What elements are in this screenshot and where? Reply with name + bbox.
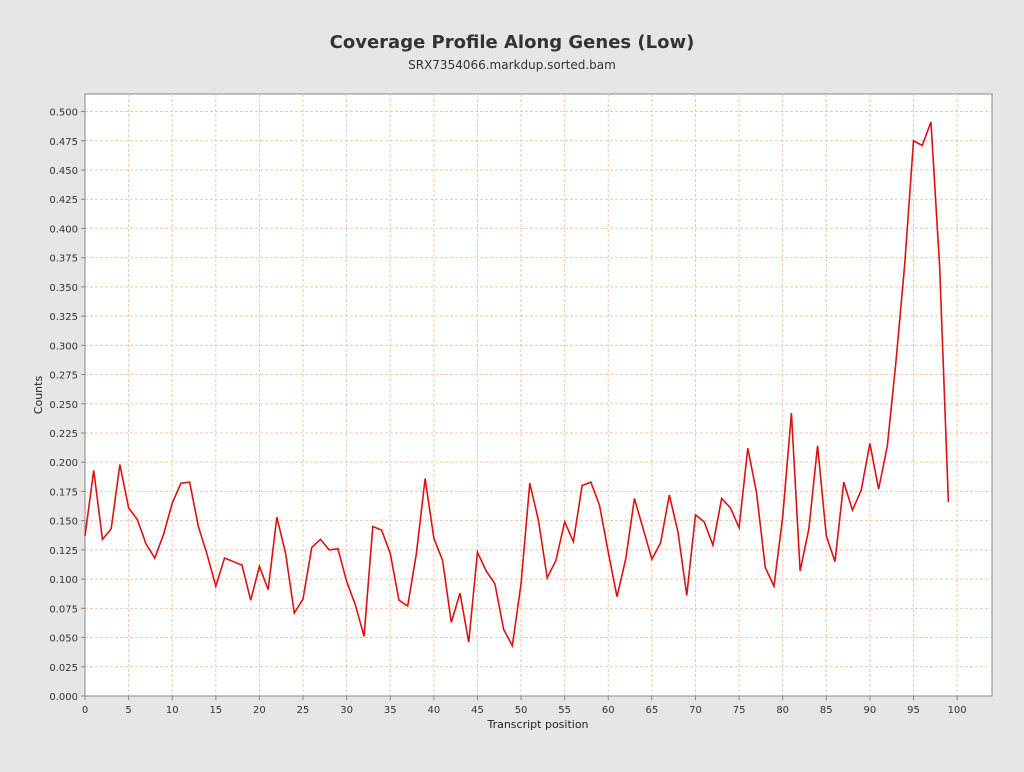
y-tick-label: 0.050	[49, 634, 78, 645]
y-tick-label: 0.475	[49, 137, 78, 148]
x-tick-label: 45	[471, 705, 484, 716]
x-tick-label: 65	[646, 705, 659, 716]
x-tick-label: 15	[209, 705, 222, 716]
grid	[84, 94, 992, 697]
y-tick-label: 0.200	[49, 458, 78, 469]
chart-title: Coverage Profile Along Genes (Low)	[330, 32, 695, 53]
x-tick-label: 100	[948, 705, 967, 716]
y-tick-label: 0.100	[49, 575, 78, 586]
x-tick-label: 95	[907, 705, 920, 716]
y-tick-label: 0.000	[49, 692, 78, 703]
y-tick-label: 0.500	[49, 108, 78, 119]
y-tick-label: 0.150	[49, 517, 78, 528]
y-tick-label: 0.250	[49, 400, 78, 411]
y-tick-label: 0.400	[49, 224, 78, 235]
y-tick-label: 0.275	[49, 371, 78, 382]
x-tick-label: 55	[558, 705, 571, 716]
x-axis-label: Transcript position	[486, 718, 588, 731]
y-tick-label: 0.025	[49, 663, 78, 674]
x-tick-label: 5	[125, 705, 131, 716]
x-tick-label: 30	[340, 705, 353, 716]
x-tick-label: 0	[82, 705, 88, 716]
x-tick-label: 80	[776, 705, 789, 716]
y-axis-label: Counts	[32, 376, 45, 415]
x-tick-label: 90	[864, 705, 877, 716]
y-tick-label: 0.300	[49, 341, 78, 352]
x-tick-label: 10	[166, 705, 179, 716]
axes: 0.000 0.025 0.050 0.075 0.100 0.125 0.150 0.175…	[49, 94, 992, 716]
series-line	[84, 121, 950, 649]
y-tick-label: 0.175	[49, 487, 78, 498]
x-tick-label: 35	[384, 705, 397, 716]
chart-subtitle: SRX7354066.markdup.sorted.bam	[408, 58, 616, 72]
x-tick-label: 75	[733, 705, 746, 716]
x-tick-label: 40	[427, 705, 440, 716]
x-tick-label: 20	[253, 705, 266, 716]
x-tick-label: 85	[820, 705, 833, 716]
y-tick-label: 0.325	[49, 312, 78, 323]
x-tick-label: 60	[602, 705, 615, 716]
y-tick-label: 0.375	[49, 254, 78, 265]
y-tick-label: 0.350	[49, 283, 78, 294]
y-tick-label: 0.125	[49, 546, 78, 557]
y-tick-label: 0.450	[49, 166, 78, 177]
x-tick-label: 25	[297, 705, 310, 716]
y-tick-label: 0.425	[49, 195, 78, 206]
x-tick-label: 50	[515, 705, 528, 716]
y-tick-label: 0.075	[49, 604, 78, 615]
y-tick-label: 0.225	[49, 429, 78, 440]
series-group	[84, 121, 950, 649]
x-tick-label: 70	[689, 705, 702, 716]
plot-area	[84, 93, 993, 697]
